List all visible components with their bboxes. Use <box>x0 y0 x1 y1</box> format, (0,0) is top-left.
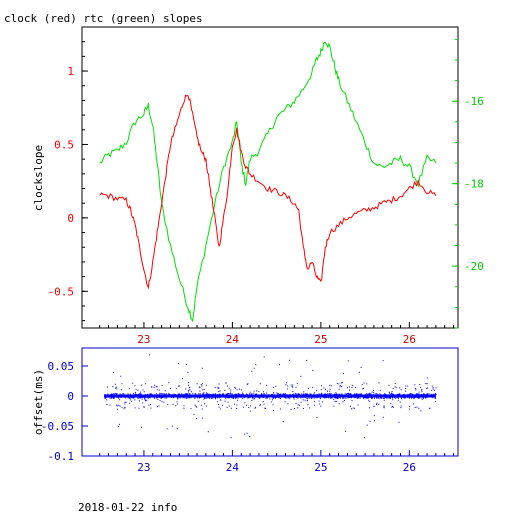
top-x-tick-label: 25 <box>314 333 327 346</box>
bottom-y-tick-label: -0.05 <box>41 420 74 433</box>
rtc-series-line <box>99 41 437 322</box>
bottom-x-tick-label: 26 <box>403 461 416 474</box>
bottom-y-tick-label: 0 <box>67 390 74 403</box>
top-axis-ticks: 23 24 25 26 -0.5 0 0.5 1 -16 -18 -20 <box>48 38 484 346</box>
top-panel: 23 24 25 26 -0.5 0 0.5 1 -16 -18 -20 clockslope <box>32 26 484 346</box>
top-y-axis-label: clockslope <box>32 145 45 211</box>
bottom-x-tick-label: 25 <box>314 461 327 474</box>
top-y-tick-label: 0.5 <box>54 138 74 151</box>
top-plot-frame <box>81 26 459 329</box>
top-series-group <box>99 41 437 322</box>
top-y-tick-label: 0 <box>67 212 74 225</box>
clock-series-line <box>99 94 437 290</box>
footer-date-info: 2018-01-22 info <box>78 501 177 512</box>
top-y2-tick-label: -20 <box>464 260 484 273</box>
top-x-tick-label: 26 <box>403 333 416 346</box>
top-y2-tick-label: -18 <box>464 178 484 191</box>
top-y2-tick-label: -16 <box>464 95 484 108</box>
bottom-y-axis-label: offset(ms) <box>32 369 45 435</box>
bottom-x-tick-label: 24 <box>226 461 240 474</box>
bottom-plot-frame <box>81 347 459 457</box>
chart-title: clock (red) rtc (green) slopes <box>4 12 203 25</box>
bottom-panel: 23 24 25 26 0.05 0 -0.05 -0.1 offset(ms) <box>32 347 459 474</box>
bottom-y-tick-label: 0.05 <box>48 360 75 373</box>
bottom-series-group <box>104 354 437 439</box>
top-y-tick-label: 1 <box>67 65 74 78</box>
bottom-y-tick-label: -0.1 <box>48 450 75 463</box>
top-y-tick-label: -0.5 <box>48 285 75 298</box>
top-x-tick-label: 23 <box>137 333 150 346</box>
bottom-x-tick-label: 23 <box>137 461 150 474</box>
bottom-axis-ticks: 23 24 25 26 0.05 0 -0.05 -0.1 <box>41 360 455 474</box>
top-x-tick-label: 24 <box>226 333 240 346</box>
